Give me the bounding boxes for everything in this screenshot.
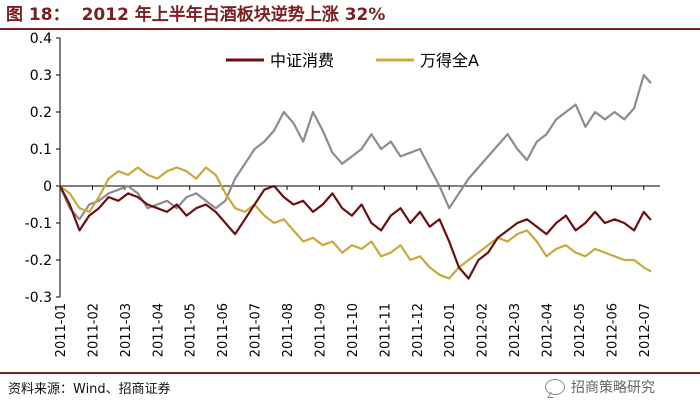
series-line-2 <box>58 73 652 221</box>
line-chart: -0.3 -0.2 -0.1 0 0.1 0.2 0.3 0.4 2011-01 2011-02 2… <box>25 31 660 357</box>
y-tick-label: 0.3 <box>30 68 52 84</box>
x-tick-label: 2011-08 <box>281 303 296 357</box>
legend-label: 万得全A <box>420 51 479 70</box>
x-tick-label: 2011-07 <box>249 303 264 357</box>
x-tick-label: 2011-12 <box>411 303 426 357</box>
wechat-icon <box>545 379 565 395</box>
watermark: 招商策略研究 <box>545 377 655 397</box>
x-tick-label: 2012-06 <box>605 303 620 357</box>
x-tick-label: 2011-03 <box>119 303 134 357</box>
watermark-text: 招商策略研究 <box>571 380 655 396</box>
x-tick-label: 2011-01 <box>54 303 69 357</box>
x-tick-label: 2012-07 <box>638 303 653 357</box>
y-tick-label: 0.2 <box>30 105 52 121</box>
footer-divider <box>0 372 700 374</box>
y-tick-label: -0.1 <box>25 216 52 232</box>
series-line-0 <box>58 184 652 280</box>
series-line-1 <box>58 166 652 280</box>
y-tick-label: -0.2 <box>25 253 52 269</box>
title-divider <box>0 28 700 30</box>
x-tick-label: 2011-02 <box>86 303 101 357</box>
y-tick-label: 0.4 <box>30 31 52 47</box>
source-note: 资料来源：Wind、招商证券 <box>8 382 171 397</box>
x-tick-label: 2012-02 <box>476 303 491 357</box>
y-tick-label: 0.1 <box>30 142 52 158</box>
y-tick-label: 0 <box>43 179 52 195</box>
x-tick-label: 2012-05 <box>573 303 588 357</box>
figure-title: 图 18： 2012 年上半年白酒板块逆势上涨 32% <box>6 3 385 27</box>
x-tick-label: 2011-09 <box>313 303 328 357</box>
x-tick-label: 2012-03 <box>508 303 523 357</box>
figure-title-text: 2012 年上半年白酒板块逆势上涨 32% <box>81 5 386 25</box>
x-tick-label: 2011-11 <box>378 303 393 357</box>
legend-label: 中证消费 <box>270 51 334 70</box>
plot-area: -0.3 -0.2 -0.1 0 0.1 0.2 0.3 0.4 2011-01 2011-02 2… <box>25 31 660 357</box>
x-tick-label: 2011-05 <box>184 303 199 357</box>
x-tick-label: 2012-01 <box>443 303 458 357</box>
figure-number: 图 18： <box>6 5 70 25</box>
y-tick-label: -0.3 <box>25 290 52 306</box>
x-tick-label: 2011-06 <box>216 303 231 357</box>
x-tick-label: 2011-04 <box>151 303 166 357</box>
x-tick-label: 2012-04 <box>540 303 555 357</box>
x-tick-label: 2011-10 <box>346 303 361 357</box>
